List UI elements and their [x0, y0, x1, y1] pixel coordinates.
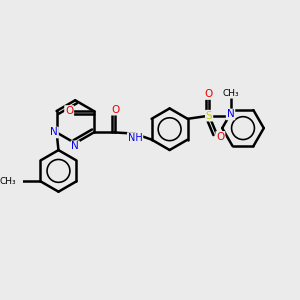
Text: CH₃: CH₃	[0, 177, 16, 186]
Text: S: S	[206, 111, 212, 121]
Text: NH: NH	[128, 133, 142, 143]
Text: O: O	[204, 89, 213, 99]
Text: N: N	[227, 110, 234, 119]
Text: N: N	[71, 141, 79, 152]
Text: O: O	[111, 105, 119, 115]
Text: O: O	[65, 106, 73, 116]
Text: CH₃: CH₃	[222, 89, 239, 98]
Text: N: N	[50, 128, 58, 137]
Text: O: O	[216, 132, 224, 142]
